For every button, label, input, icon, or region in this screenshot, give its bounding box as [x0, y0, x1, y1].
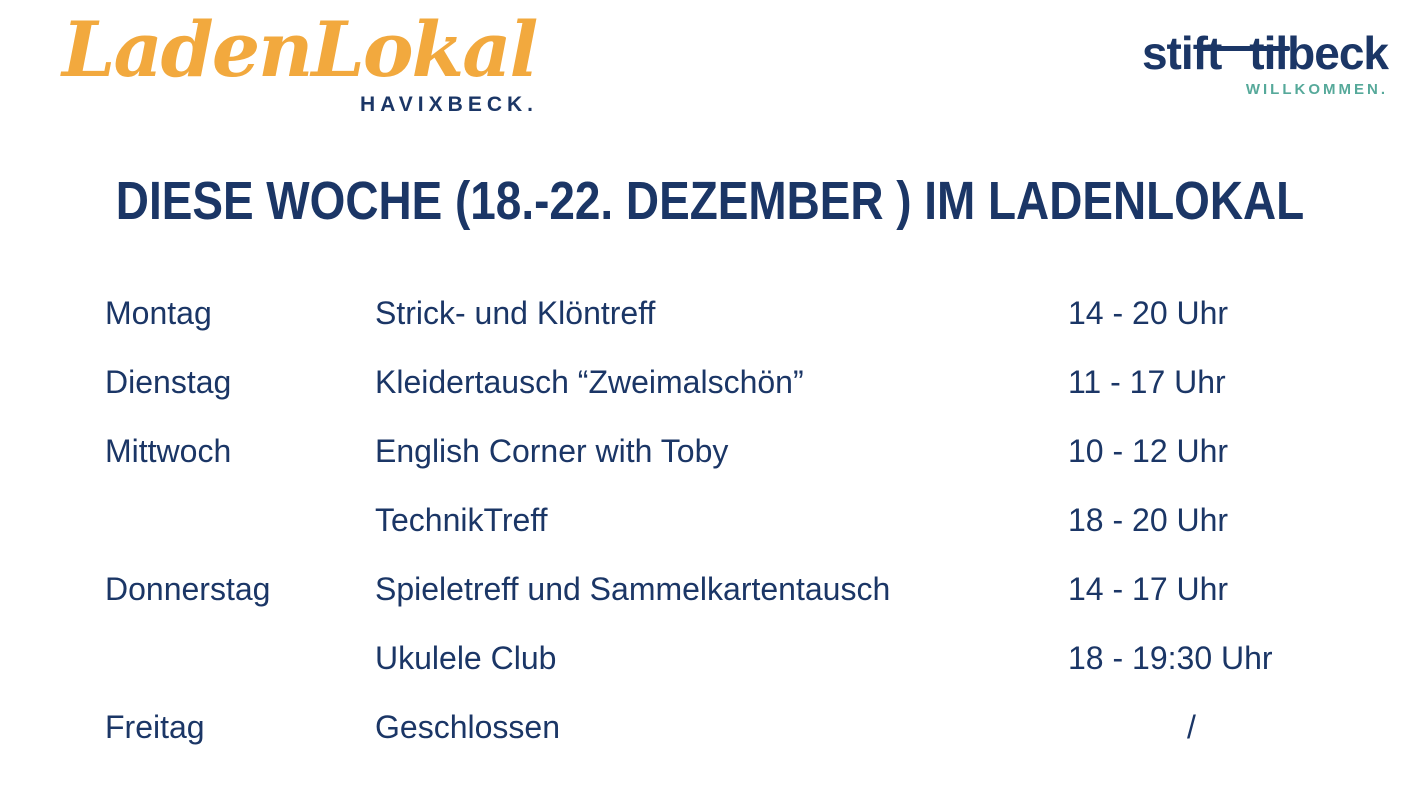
event-cell: TechnikTreff	[375, 502, 548, 538]
ladenlokal-logo: LadenLokal HAVIXBECK.	[62, 6, 542, 117]
schedule-row: Donnerstag Spieletreff und Sammelkartent…	[105, 555, 1315, 624]
event-cell: Geschlossen	[375, 709, 560, 745]
event-cell: English Corner with Toby	[375, 433, 729, 469]
schedule-row: Dienstag Kleidertausch “Zweimalschön” 11…	[105, 348, 1315, 417]
schedule-row: TechnikTreff 18 - 20 Uhr	[105, 486, 1315, 555]
stift-tilbeck-logo: stift tilbeck WILLKOMMEN.	[1141, 27, 1389, 98]
day-cell: Mittwoch	[105, 433, 232, 469]
ladenlokal-logo-city: HAVIXBECK.	[360, 93, 538, 117]
page-title: DIESE WOCHE (18.-22. DEZEMBER ) IM LADEN…	[115, 171, 1305, 231]
partner-tagline: WILLKOMMEN.	[1245, 81, 1388, 98]
ladenlokal-logo-text: LadenLokal	[62, 5, 538, 94]
schedule-row: Freitag Geschlossen /	[105, 693, 1315, 762]
time-cell: 18 - 20 Uhr	[1068, 502, 1229, 538]
time-cell: 11 - 17 Uhr	[1068, 364, 1226, 400]
partner-word-stift: stift	[1141, 27, 1222, 79]
strikethrough-line	[1197, 46, 1290, 51]
schedule-row: Montag Strick- und Klöntreff 14 - 20 Uhr	[105, 279, 1315, 348]
partner-word-tilbeck: tilbeck	[1249, 27, 1389, 79]
stift-tilbeck-wordmark: stift tilbeck	[1141, 27, 1389, 79]
time-cell: 14 - 17 Uhr	[1068, 571, 1229, 607]
day-cell: Freitag	[105, 709, 205, 745]
schedule-row: Ukulele Club 18 - 19:30 Uhr	[105, 624, 1315, 693]
time-cell: 14 - 20 Uhr	[1068, 295, 1229, 331]
time-cell: /	[1187, 709, 1196, 745]
day-cell: Donnerstag	[105, 571, 271, 607]
day-cell: Dienstag	[105, 364, 232, 400]
event-cell: Spieletreff und Sammelkartentausch	[375, 571, 891, 607]
time-cell: 10 - 12 Uhr	[1068, 433, 1229, 469]
event-cell: Kleidertausch “Zweimalschön”	[375, 364, 804, 400]
schedule-table: Montag Strick- und Klöntreff 14 - 20 Uhr…	[105, 279, 1315, 762]
schedule-row: Mittwoch English Corner with Toby 10 - 1…	[105, 417, 1315, 486]
event-cell: Strick- und Klöntreff	[375, 295, 656, 331]
day-cell: Montag	[105, 295, 212, 331]
time-cell: 18 - 19:30 Uhr	[1068, 640, 1273, 676]
event-cell: Ukulele Club	[375, 640, 557, 676]
